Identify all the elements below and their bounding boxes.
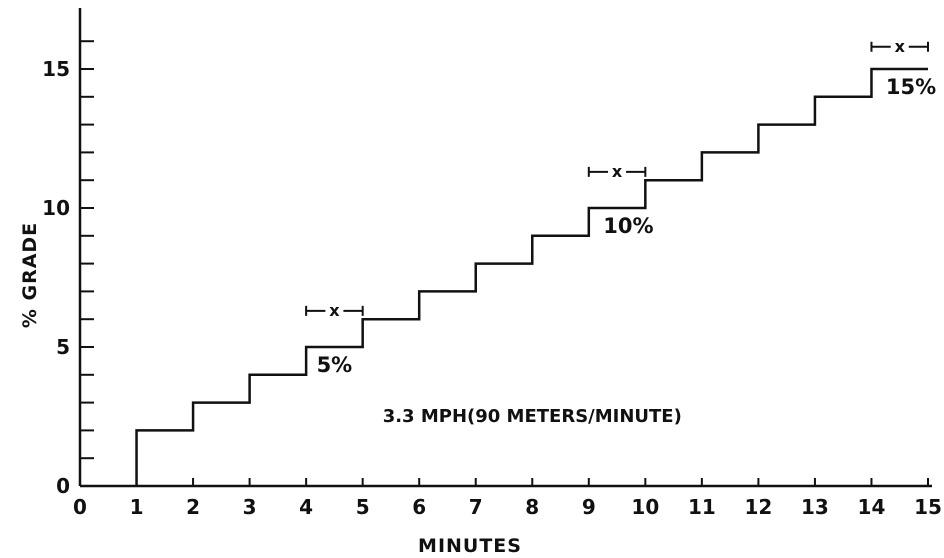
x-tick-label-6: 6 bbox=[412, 495, 426, 519]
x-tick-label-12: 12 bbox=[744, 495, 772, 519]
ticks-layer bbox=[79, 40, 929, 487]
y-tick-label-15: 15 bbox=[42, 57, 70, 81]
x-tick-label-11: 11 bbox=[688, 495, 716, 519]
marker-symbol: x bbox=[895, 37, 906, 56]
error-marker-2: x bbox=[587, 162, 647, 181]
markers-layer: x x x bbox=[305, 37, 929, 320]
marker-symbol: x bbox=[329, 301, 340, 320]
y-tick-label-10: 10 bbox=[42, 196, 70, 220]
x-tick-label-15: 15 bbox=[914, 495, 942, 519]
x-axis-title: MINUTES bbox=[418, 535, 522, 557]
x-tick-label-7: 7 bbox=[469, 495, 483, 519]
x-tick-label-14: 14 bbox=[858, 495, 886, 519]
speed-note: 3.3 MPH(90 METERS/MINUTE) bbox=[383, 406, 682, 427]
x-tick-label-5: 5 bbox=[356, 495, 370, 519]
grade-annotation-1: 5% bbox=[317, 353, 353, 377]
x-tick-label-1: 1 bbox=[130, 495, 144, 519]
error-marker-1: x bbox=[305, 301, 364, 320]
marker-symbol: x bbox=[612, 162, 623, 181]
x-tick-label-3: 3 bbox=[243, 495, 257, 519]
step-series-line bbox=[135, 67, 928, 486]
x-tick-label-9: 9 bbox=[582, 495, 596, 519]
annotations-layer: 5% 10% 15% 3.3 MPH(90 METERS/MINUTE) bbox=[317, 75, 937, 427]
y-tick-label-0: 0 bbox=[56, 474, 70, 498]
error-marker-3: x bbox=[870, 37, 929, 56]
x-tick-label-4: 4 bbox=[299, 495, 313, 519]
y-axis-title: % GRADE bbox=[19, 222, 41, 328]
x-tick-label-10: 10 bbox=[631, 495, 659, 519]
x-tick-label-8: 8 bbox=[525, 495, 539, 519]
x-tick-label-2: 2 bbox=[186, 495, 200, 519]
x-tick-label-0: 0 bbox=[73, 495, 87, 519]
y-tick-label-5: 5 bbox=[56, 335, 70, 359]
x-tick-label-13: 13 bbox=[801, 495, 829, 519]
grade-annotation-2: 10% bbox=[603, 214, 653, 238]
grade-annotation-3: 15% bbox=[886, 75, 936, 99]
